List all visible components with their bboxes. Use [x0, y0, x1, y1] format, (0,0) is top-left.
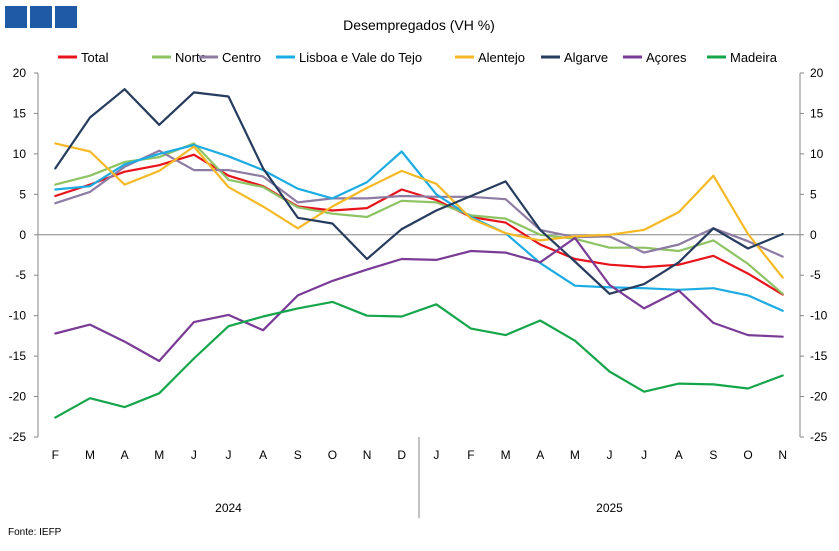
- y-tick-label-left: -25: [9, 430, 27, 444]
- x-tick-label: O: [328, 448, 337, 462]
- x-tick-label: A: [259, 448, 267, 462]
- x-tick-label: M: [154, 448, 164, 462]
- logo-block: [5, 6, 27, 28]
- series-line-Lisboa e Vale do Tejo: [54, 143, 784, 312]
- x-tick-label: S: [294, 448, 302, 462]
- legend-label: Norte: [175, 50, 207, 65]
- y-tick-label-right: -25: [810, 430, 828, 444]
- y-tick-label-right: -20: [810, 390, 828, 404]
- x-year-label: 2024: [215, 501, 242, 515]
- y-tick-label-right: -15: [810, 349, 828, 363]
- y-tick-label-left: -5: [15, 268, 26, 282]
- y-tick-label-right: 20: [810, 66, 824, 80]
- y-tick-label-left: -15: [9, 349, 27, 363]
- y-tick-label-right: 5: [810, 187, 817, 201]
- x-tick-label: F: [52, 448, 59, 462]
- x-tick-label: N: [778, 448, 787, 462]
- x-tick-label: F: [467, 448, 474, 462]
- y-tick-label-right: -10: [810, 309, 828, 323]
- series-line-Total: [54, 153, 784, 296]
- y-tick-label-left: 0: [19, 228, 26, 242]
- series-line-Madeira: [54, 300, 784, 419]
- x-tick-label: J: [226, 448, 232, 462]
- y-tick-label-right: 15: [810, 106, 824, 120]
- legend-label: Madeira: [730, 50, 778, 65]
- x-tick-label: S: [709, 448, 717, 462]
- x-tick-label: J: [191, 448, 197, 462]
- y-tick-label-left: 15: [13, 106, 27, 120]
- legend-label: Centro: [222, 50, 261, 65]
- chart-title: Desempregados (VH %): [343, 17, 495, 33]
- y-tick-label-right: -5: [810, 268, 821, 282]
- legend-label: Açores: [646, 50, 687, 65]
- logo: [5, 6, 77, 28]
- logo-block: [55, 6, 77, 28]
- x-tick-label: A: [121, 448, 129, 462]
- logo-block: [30, 6, 52, 28]
- x-tick-label: A: [675, 448, 683, 462]
- y-tick-label-left: -10: [9, 309, 27, 323]
- x-tick-label: J: [641, 448, 647, 462]
- y-tick-label-right: 0: [810, 228, 817, 242]
- y-tick-label-left: 10: [13, 147, 27, 161]
- series-line-Alentejo: [54, 142, 784, 279]
- x-tick-label: M: [501, 448, 511, 462]
- x-tick-label: M: [570, 448, 580, 462]
- x-tick-label: A: [536, 448, 544, 462]
- source-note: Fonte: IEFP: [8, 527, 62, 538]
- x-tick-label: D: [397, 448, 406, 462]
- x-tick-label: M: [85, 448, 95, 462]
- y-tick-label-left: 5: [19, 187, 26, 201]
- y-tick-label-left: -20: [9, 390, 27, 404]
- x-tick-label: J: [607, 448, 613, 462]
- series-line-Centro: [54, 149, 784, 258]
- legend-label: Algarve: [564, 50, 608, 65]
- series-line-Açores: [54, 236, 784, 363]
- legend-label: Lisboa e Vale do Tejo: [299, 50, 422, 65]
- x-tick-label: J: [433, 448, 439, 462]
- series-line-Algarve: [54, 88, 784, 295]
- legend-label: Alentejo: [478, 50, 525, 65]
- y-tick-label-right: 10: [810, 147, 824, 161]
- legend-label: Total: [81, 50, 109, 65]
- x-tick-label: N: [363, 448, 372, 462]
- x-year-label: 2025: [596, 501, 623, 515]
- x-tick-label: O: [743, 448, 752, 462]
- y-tick-label-left: 20: [13, 66, 27, 80]
